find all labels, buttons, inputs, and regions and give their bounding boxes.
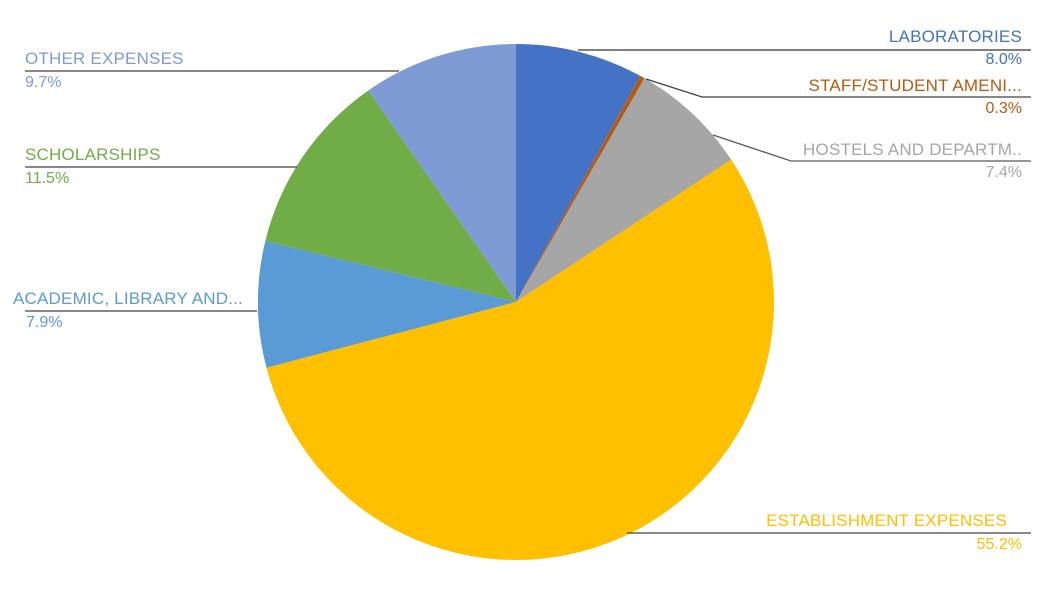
pie-slice-establishment-expenses[interactable] (266, 159, 774, 561)
data-label-category: OTHER EXPENSES (25, 49, 184, 68)
pie-slice-laboratories[interactable] (516, 43, 641, 302)
leader-line-hostels-and-departments (712, 134, 1031, 162)
data-label-category: SCHOLARSHIPS (25, 145, 161, 164)
data-label-scholarships: SCHOLARSHIPS 11.5% (25, 145, 161, 187)
data-label-category: ESTABLISHMENT EXPENSES (766, 511, 1007, 530)
data-label-establishment-expenses: ESTABLISHMENT EXPENSES 55.2% (602, 511, 1022, 553)
data-label-percentage: 7.9% (26, 314, 63, 331)
data-label-category: LABORATORIES (888, 27, 1022, 46)
data-label-laboratories: LABORATORIES 8.0% (602, 27, 1022, 68)
data-label-percentage: 8.0% (985, 51, 1022, 68)
data-label-hostels-and-departments: HOSTELS AND DEPARTM.. 7.4% (602, 140, 1022, 181)
data-label-staff-student-amenities: STAFF/STUDENT AMENI... 0.3% (602, 76, 1022, 117)
pie-slice-hostels-and-departm[interactable] (516, 78, 732, 302)
leader-line-staff-student-amenities (645, 78, 1031, 98)
data-label-academic-library: ACADEMIC, LIBRARY AND... 7.9% (13, 289, 243, 331)
data-label-category: STAFF/STUDENT AMENI... (808, 76, 1022, 95)
pie-slice-other-expenses[interactable] (368, 44, 516, 302)
pie-slice-academic-library-and[interactable] (257, 240, 516, 368)
data-label-category: ACADEMIC, LIBRARY AND... (13, 289, 243, 308)
data-label-percentage: 7.4% (985, 164, 1022, 181)
pie-slice-scholarships[interactable] (265, 90, 516, 302)
data-label-percentage: 55.2% (976, 536, 1022, 553)
data-label-percentage: 11.5% (25, 170, 70, 187)
data-label-category: HOSTELS AND DEPARTM.. (803, 140, 1022, 159)
data-label-percentage: 9.7% (25, 74, 62, 91)
data-label-percentage: 0.3% (985, 100, 1022, 117)
pie-slice-staff-student-ameni[interactable] (516, 75, 645, 302)
data-label-other-expenses: OTHER EXPENSES 9.7% (25, 49, 184, 91)
